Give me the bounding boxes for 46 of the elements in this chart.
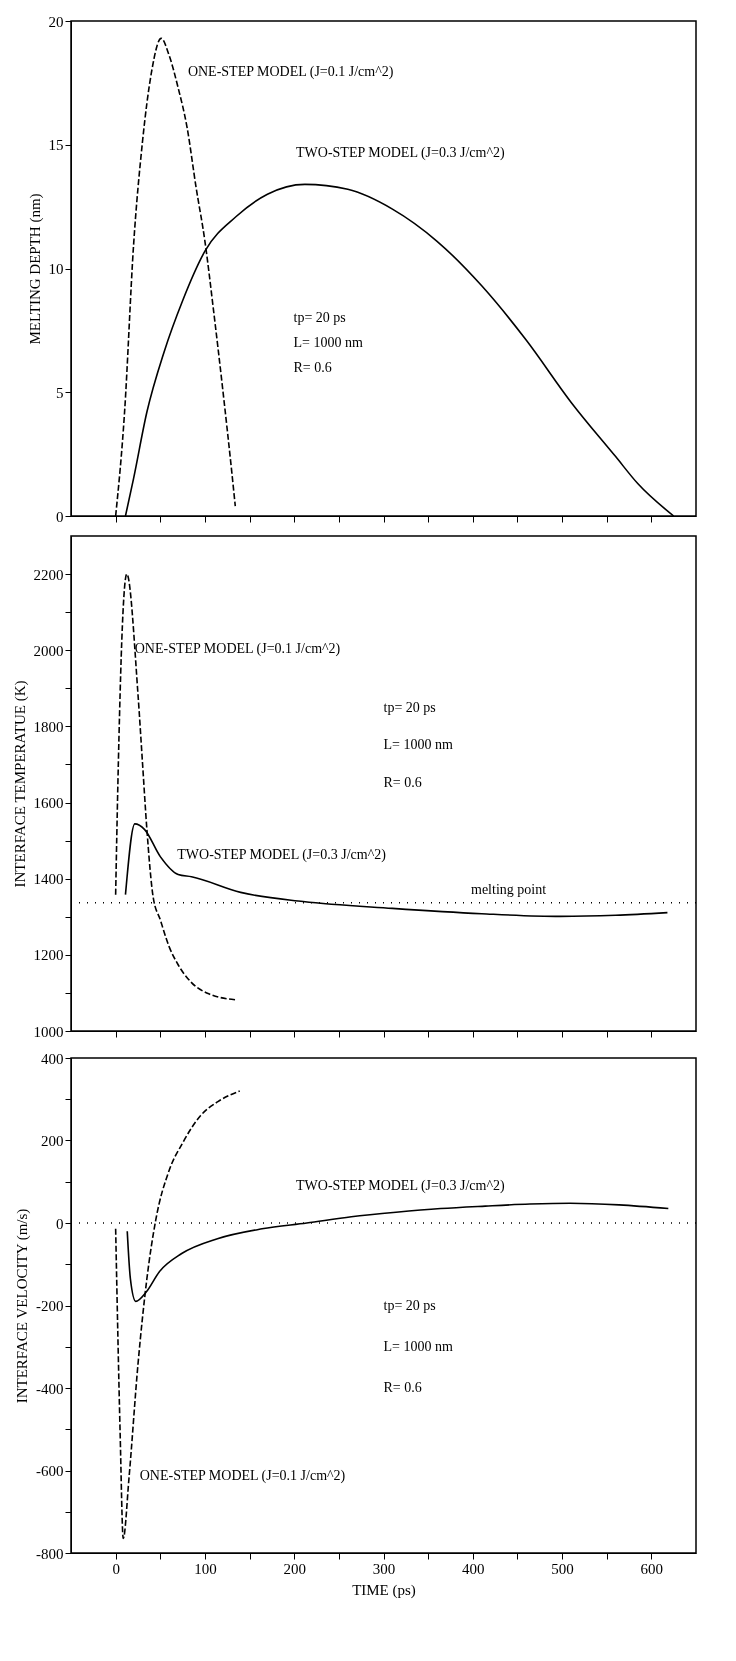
series-label: TWO-STEP MODEL (J=0.3 J/cm^2) [296,145,505,162]
x-tick-label: 100 [194,1560,217,1577]
annotation: L= 1000 nm [383,737,453,753]
annotation: L= 1000 nm [383,1338,453,1354]
y-tick-label: 0 [56,1215,64,1232]
annotation: R= 0.6 [293,359,332,375]
series-label: ONE-STEP MODEL (J=0.1 J/cm^2) [139,1467,346,1484]
series-label: TWO-STEP MODEL (J=0.3 J/cm^2) [177,847,387,864]
y-tick-label: 1600 [33,795,64,812]
y-tick-label: 400 [41,1050,64,1067]
y-tick-label: 0 [56,508,64,525]
series-label: ONE-STEP MODEL (J=0.1 J/cm^2) [134,640,341,657]
ref-line-label: melting point [471,881,547,897]
y-axis-title: INTERFACE TEMPERATUE (K) [11,680,29,888]
y-tick-label: 2200 [33,566,64,583]
y-tick-label: -800 [36,1545,64,1562]
x-tick-label: 600 [640,1560,664,1577]
y-tick-label: 1400 [33,871,64,888]
y-tick-label: 10 [48,261,64,277]
x-axis-title: TIME (ps) [352,1581,416,1599]
y-tick-label: 1200 [33,947,64,964]
annotation: tp= 20 ps [383,1297,436,1313]
x-tick-label: 400 [462,1560,485,1577]
x-tick-label: 200 [283,1560,306,1577]
y-axis-title: INTERFACE VELOCITY (m/s) [14,1208,31,1404]
y-tick-label: 20 [48,13,64,30]
annotation: R= 0.6 [383,775,422,791]
y-tick-label: 1800 [33,718,64,735]
y-tick-label: 1000 [33,1023,64,1040]
series-label: TWO-STEP MODEL (J=0.3 J/cm^2) [296,1177,505,1194]
series-label: ONE-STEP MODEL (J=0.1 J/cm^2) [187,63,394,80]
y-tick-label: -200 [36,1298,64,1314]
y-tick-label: 200 [41,1133,64,1149]
annotation: tp= 20 ps [293,310,346,325]
x-tick-label: 300 [372,1560,396,1577]
annotation: L= 1000 nm [293,334,363,350]
y-tick-label: -400 [36,1380,64,1397]
y-tick-label: 15 [48,137,64,154]
y-tick-label: 5 [56,384,64,401]
annotation: R= 0.6 [383,1379,422,1395]
x-tick-label: 500 [551,1560,574,1577]
annotation: tp= 20 ps [383,699,436,715]
y-tick-label: 2000 [33,642,64,659]
x-tick-label: 0 [112,1560,120,1577]
y-axis-title: MELTING DEPTH (nm) [26,193,44,345]
y-tick-label: -600 [36,1463,64,1479]
